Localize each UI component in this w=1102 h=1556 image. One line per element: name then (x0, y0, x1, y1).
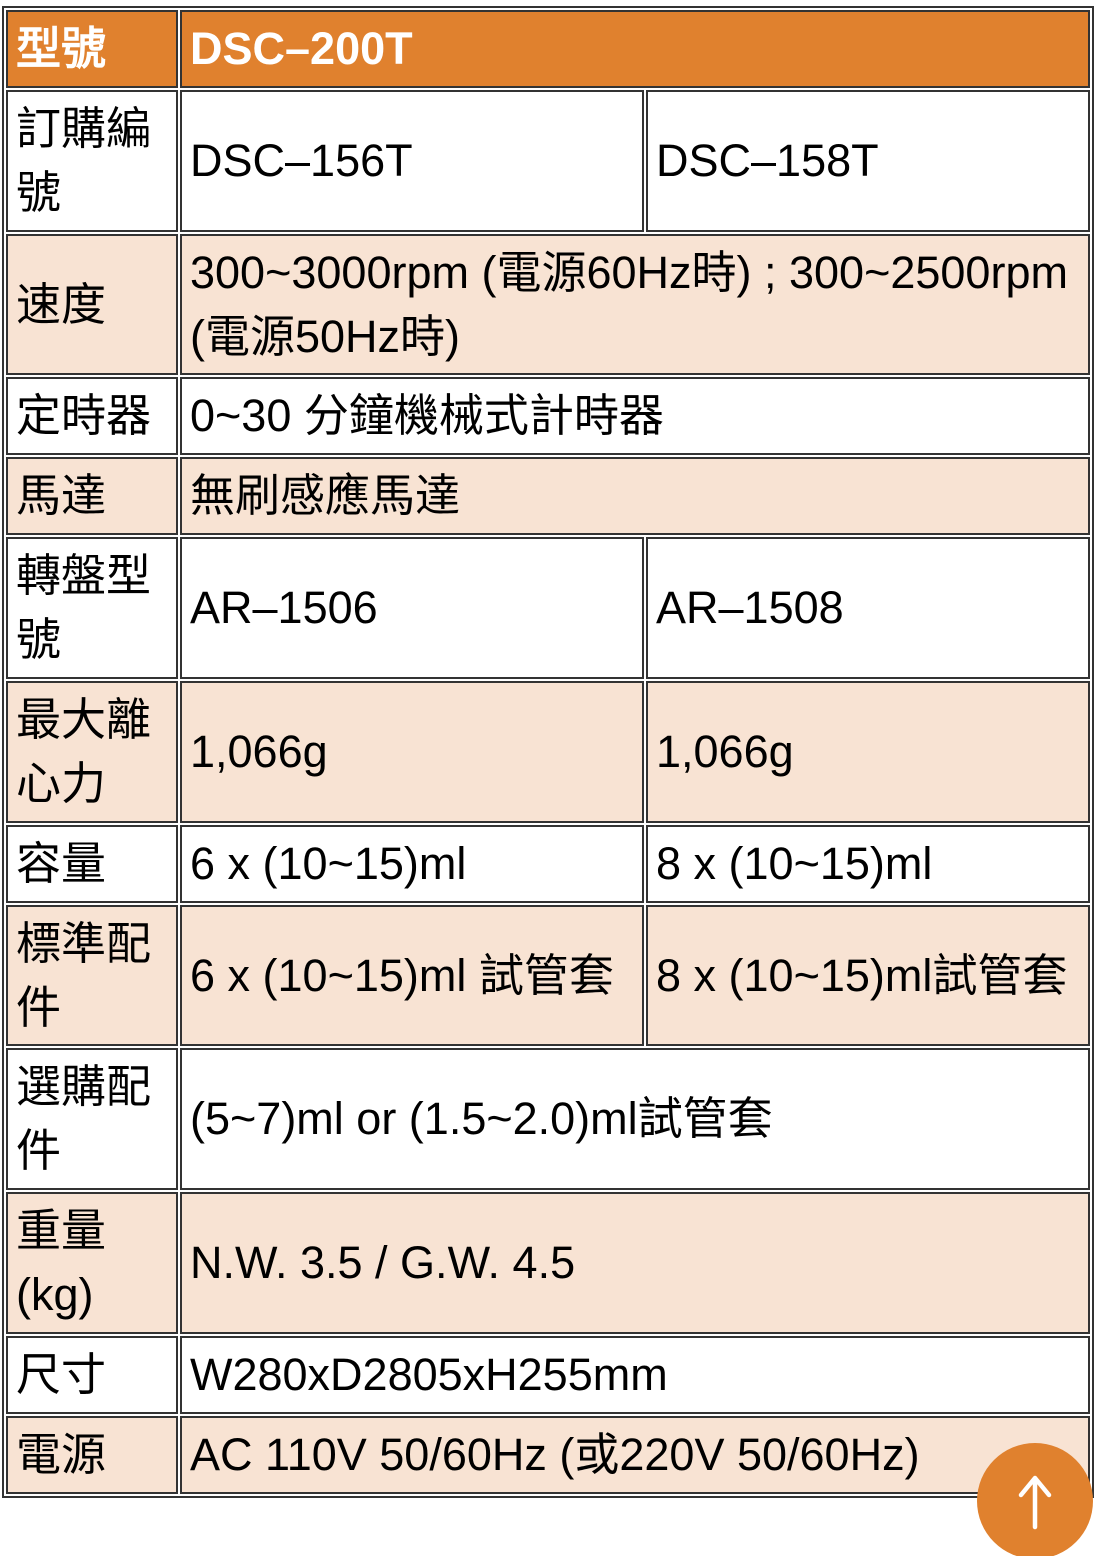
spec-table: 型號 DSC–200T 訂購編號 DSC–156T DSC–158T 速度 30… (2, 6, 1095, 1498)
table-row-rotor-model: 轉盤型號 AR–1506 AR–1508 (6, 537, 1091, 680)
table-row-weight: 重量(kg) N.W. 3.5 / G.W. 4.5 (6, 1192, 1091, 1335)
row-label: 重量(kg) (6, 1192, 178, 1335)
back-to-top-button[interactable] (977, 1443, 1093, 1556)
row-value: AR–1508 (646, 537, 1091, 680)
row-value: 6 x (10~15)ml 試管套 (180, 904, 644, 1047)
row-label: 轉盤型號 (6, 537, 178, 680)
row-label: 馬達 (6, 457, 178, 536)
spec-header-value: DSC–200T (180, 10, 1091, 88)
table-row-standard-accessories: 標準配件 6 x (10~15)ml 試管套 8 x (10~15)ml試管套 (6, 904, 1091, 1047)
row-value: (5~7)ml or (1.5~2.0)ml試管套 (180, 1048, 1091, 1191)
table-row-dimensions: 尺寸 W280xD2805xH255mm (6, 1336, 1091, 1414)
row-value: N.W. 3.5 / G.W. 4.5 (180, 1192, 1091, 1335)
row-value: AC 110V 50/60Hz (或220V 50/60Hz) (180, 1415, 1091, 1494)
row-label: 速度 (6, 233, 178, 376)
spec-header-label: 型號 (6, 10, 178, 88)
table-row-max-rcf: 最大離心力 1,066g 1,066g (6, 681, 1091, 823)
row-label: 定時器 (6, 377, 178, 456)
table-row-order-number: 訂購編號 DSC–156T DSC–158T (6, 89, 1091, 232)
row-label: 最大離心力 (6, 681, 178, 823)
table-row-speed: 速度 300~3000rpm (電源60Hz時) ; 300~2500rpm (… (6, 233, 1091, 376)
row-label: 訂購編號 (6, 89, 178, 232)
arrow-up-icon (1012, 1471, 1058, 1531)
table-row-motor: 馬達 無刷感應馬達 (6, 457, 1091, 536)
table-row-capacity: 容量 6 x (10~15)ml 8 x (10~15)ml (6, 824, 1091, 903)
row-value: W280xD2805xH255mm (180, 1336, 1091, 1414)
table-row-optional-accessories: 選購配件 (5~7)ml or (1.5~2.0)ml試管套 (6, 1048, 1091, 1191)
table-row-power: 電源 AC 110V 50/60Hz (或220V 50/60Hz) (6, 1415, 1091, 1494)
row-value: AR–1506 (180, 537, 644, 680)
row-value: 1,066g (180, 681, 644, 823)
table-header-row: 型號 DSC–200T (6, 10, 1091, 88)
table-row-timer: 定時器 0~30 分鐘機械式計時器 (6, 377, 1091, 456)
row-value: 1,066g (646, 681, 1091, 823)
row-value: 6 x (10~15)ml (180, 824, 644, 903)
row-value: 8 x (10~15)ml試管套 (646, 904, 1091, 1047)
row-label: 電源 (6, 1415, 178, 1494)
row-value: 0~30 分鐘機械式計時器 (180, 377, 1091, 456)
row-value: DSC–158T (646, 89, 1091, 232)
row-value: 300~3000rpm (電源60Hz時) ; 300~2500rpm (電源5… (180, 233, 1091, 376)
row-label: 容量 (6, 824, 178, 903)
row-value: 無刷感應馬達 (180, 457, 1091, 536)
row-value: 8 x (10~15)ml (646, 824, 1091, 903)
row-label: 尺寸 (6, 1336, 178, 1414)
row-label: 標準配件 (6, 904, 178, 1047)
row-value: DSC–156T (180, 89, 644, 232)
row-label: 選購配件 (6, 1048, 178, 1191)
